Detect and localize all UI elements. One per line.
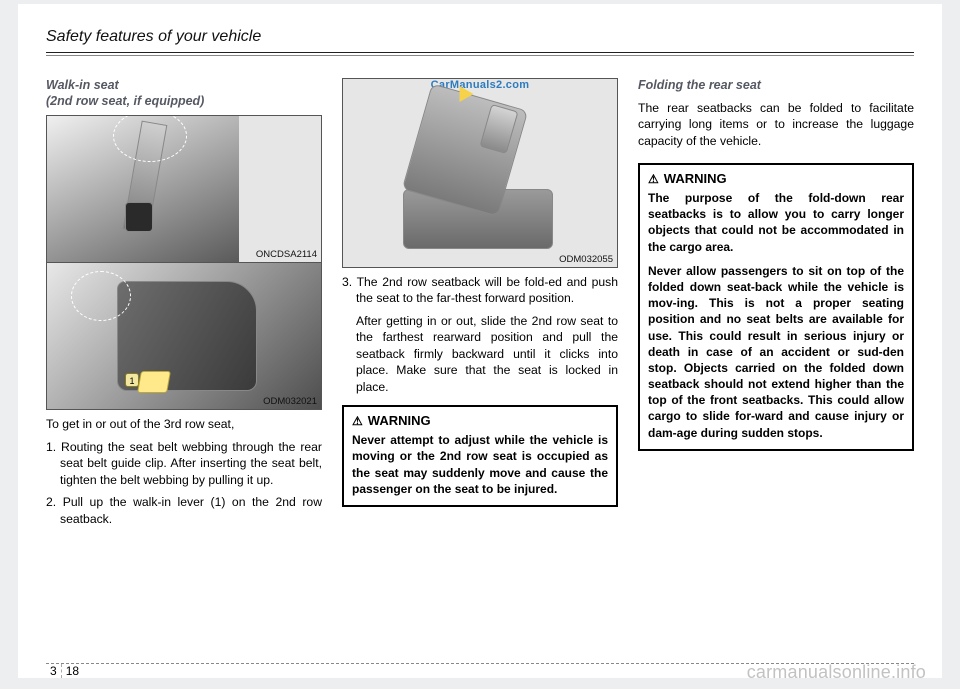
warning-box-adjust: ⚠ WARNING Never attempt to adjust while … xyxy=(342,405,618,507)
warning-folding-p1: The purpose of the fold-down rear seatba… xyxy=(648,190,904,255)
figure-code-2: ODM032021 xyxy=(263,396,317,407)
figure-seatbelt-clip: ONCDSA2114 xyxy=(46,115,322,263)
page-number: 3 18 xyxy=(50,664,85,678)
walkin-subhead: Walk-in seat (2nd row seat, if equipped) xyxy=(46,78,322,109)
column-2: CarManuals2.com ODM032055 3. The 2nd row… xyxy=(342,78,618,527)
column-3: Folding the rear seat The rear seatbacks… xyxy=(638,78,914,527)
col2-after: After getting in or out, slide the 2nd r… xyxy=(342,313,618,395)
figure-code-3: ODM032055 xyxy=(559,254,613,265)
col1-step1: 1. Routing the seat belt webbing through… xyxy=(46,439,322,488)
warning-title-text-1: WARNING xyxy=(368,413,431,428)
warning-title-folding: ⚠ WARNING xyxy=(648,171,904,186)
header-rule-thick xyxy=(46,52,914,53)
warning-icon: ⚠ xyxy=(352,415,363,427)
manual-page: Safety features of your vehicle Walk-in … xyxy=(18,4,942,678)
col3-intro: The rear seatbacks can be folded to faci… xyxy=(638,100,914,149)
chapter-number: 3 xyxy=(50,664,62,678)
warning-title-text-2: WARNING xyxy=(664,171,727,186)
section-header: Safety features of your vehicle xyxy=(46,28,914,50)
warning-body-adjust: Never attempt to adjust while the vehicl… xyxy=(352,432,608,497)
col1-step2: 2. Pull up the walk-in lever (1) on the … xyxy=(46,494,322,527)
figure-fold-seat: CarManuals2.com ODM032055 xyxy=(342,78,618,268)
page-number-value: 18 xyxy=(66,664,79,678)
col3-intro-wrap: The rear seatbacks can be folded to faci… xyxy=(638,100,914,149)
site-watermark: carmanualsonline.info xyxy=(747,662,926,683)
folding-subhead: Folding the rear seat xyxy=(638,78,914,94)
column-1: Walk-in seat (2nd row seat, if equipped)… xyxy=(46,78,322,527)
warning-box-folding: ⚠ WARNING The purpose of the fold-down r… xyxy=(638,163,914,451)
col2-step3: 3. The 2nd row seatback will be fold-ed … xyxy=(342,274,618,307)
figure-code-1: ONCDSA2114 xyxy=(256,249,317,260)
figure-walkin-lever: 1 ODM032021 xyxy=(46,262,322,410)
col1-text: To get in or out of the 3rd row seat, 1.… xyxy=(46,416,322,527)
walkin-subhead-l2: (2nd row seat, if equipped) xyxy=(46,94,204,108)
walkin-subhead-l1: Walk-in seat xyxy=(46,78,119,92)
header-rule-thin xyxy=(46,55,914,56)
content-columns: Walk-in seat (2nd row seat, if equipped)… xyxy=(46,78,914,527)
warning-body-folding: The purpose of the fold-down rear seatba… xyxy=(648,190,904,441)
lever-callout-1: 1 xyxy=(125,373,139,387)
col2-text: 3. The 2nd row seatback will be fold-ed … xyxy=(342,274,618,395)
col1-intro: To get in or out of the 3rd row seat, xyxy=(46,416,322,432)
warning-icon: ⚠ xyxy=(648,173,659,185)
warning-folding-p2: Never allow passengers to sit on top of … xyxy=(648,263,904,441)
warning-title-adjust: ⚠ WARNING xyxy=(352,413,608,428)
figure-watermark: CarManuals2.com xyxy=(343,79,617,91)
